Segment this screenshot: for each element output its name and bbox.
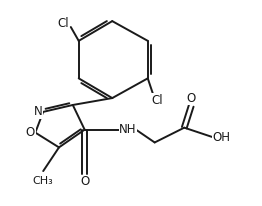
Text: NH: NH: [119, 123, 137, 136]
Text: O: O: [187, 92, 196, 105]
Text: N: N: [34, 105, 43, 118]
Text: Cl: Cl: [152, 94, 163, 107]
Text: O: O: [26, 126, 35, 139]
Text: Cl: Cl: [57, 17, 69, 30]
Text: O: O: [80, 176, 89, 188]
Text: CH₃: CH₃: [33, 176, 53, 186]
Text: OH: OH: [213, 131, 231, 144]
